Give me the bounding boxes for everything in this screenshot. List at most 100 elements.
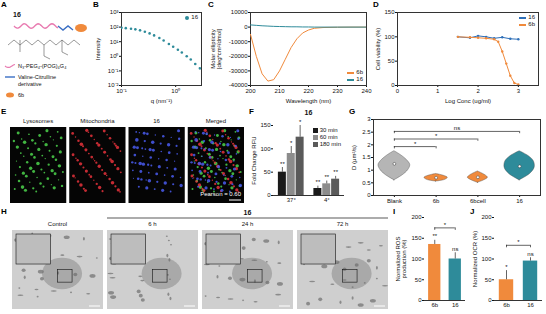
svg-text:50: 50 (388, 58, 395, 64)
svg-text:37°: 37° (287, 197, 297, 203)
svg-text:*: * (414, 141, 417, 147)
svg-text:-40000: -40000 (228, 82, 248, 89)
svg-text:200: 200 (245, 88, 256, 94)
svg-text:100: 100 (481, 256, 492, 262)
svg-text:100: 100 (260, 146, 271, 152)
svg-text:0: 0 (396, 88, 400, 94)
html-text:16: 16 (304, 109, 313, 116)
svg-text:Normalized OCR (%): Normalized OCR (%) (472, 231, 478, 287)
svg-text:10⁰: 10⁰ (110, 52, 119, 59)
svg-text:D (μm²/s): D (μm²/s) (351, 145, 357, 170)
svg-text:6b: 6b (503, 302, 510, 308)
svg-text:150: 150 (481, 235, 492, 241)
svg-text:10⁻²: 10⁻² (107, 82, 119, 89)
svg-text:*: * (290, 140, 293, 146)
svg-text:3: 3 (367, 116, 371, 122)
svg-text:-10000: -10000 (229, 39, 248, 45)
svg-text:100: 100 (384, 34, 395, 40)
svg-text:10000: 10000 (231, 9, 248, 15)
svg-text:derivative: derivative (18, 81, 42, 87)
svg-text:50: 50 (415, 277, 422, 283)
svg-text:ns: ns (452, 246, 458, 252)
svg-text:Normalized ROSproduction (%): Normalized ROSproduction (%) (395, 236, 407, 281)
svg-text:16: 16 (527, 302, 534, 308)
svg-text:N₃-PEG₄-(POG)₄G₄: N₃-PEG₄-(POG)₄G₄ (18, 63, 67, 69)
svg-text:6b: 6b (431, 302, 438, 308)
svg-text:Mitochondria: Mitochondria (80, 118, 115, 124)
svg-text:Pearson = 0.60: Pearson = 0.60 (200, 191, 242, 197)
svg-text:2: 2 (476, 88, 480, 94)
svg-text:0: 0 (367, 192, 371, 198)
svg-text:16: 16 (516, 198, 523, 204)
svg-text:Blank: Blank (387, 198, 403, 204)
svg-text:10²: 10² (110, 24, 119, 30)
svg-text:**: ** (432, 233, 437, 239)
svg-text:*: * (505, 264, 508, 270)
svg-text:Cell viability (%): Cell viability (%) (375, 28, 381, 71)
svg-text:0: 0 (488, 297, 492, 303)
svg-text:Control: Control (48, 221, 67, 227)
svg-text:0: 0 (244, 24, 248, 30)
svg-text:Wavelength (nm): Wavelength (nm) (286, 98, 331, 104)
svg-text:Valine-Citrulline: Valine-Citrulline (18, 74, 56, 80)
svg-text:200: 200 (481, 214, 492, 220)
svg-text:150: 150 (384, 9, 395, 15)
svg-text:*: * (299, 119, 302, 125)
svg-text:*: * (444, 222, 447, 228)
svg-text:10³: 10³ (110, 9, 119, 15)
svg-text:4°: 4° (324, 197, 330, 203)
svg-text:1: 1 (436, 88, 440, 94)
svg-text:72 h: 72 h (337, 221, 349, 227)
svg-text:6b: 6b (18, 92, 24, 98)
svg-text:q (nm⁻¹): q (nm⁻¹) (151, 98, 172, 104)
svg-text:Log Conc (ug/ml): Log Conc (ug/ml) (445, 98, 491, 104)
svg-text:**: ** (333, 169, 338, 175)
svg-text:6 h: 6 h (148, 221, 156, 227)
svg-text:210: 210 (274, 88, 285, 94)
svg-text:0: 0 (391, 82, 395, 88)
svg-text:1.5: 1.5 (362, 154, 371, 160)
svg-text:16: 16 (13, 11, 21, 18)
svg-text:Molar ellipticity[deg*cm²/dmol: Molar ellipticity[deg*cm²/dmol] (210, 28, 222, 69)
svg-text:150: 150 (411, 235, 422, 241)
svg-text:Intensity: Intensity (95, 38, 101, 60)
svg-text:Merged: Merged (206, 118, 226, 124)
svg-text:0: 0 (418, 297, 422, 303)
svg-text:2: 2 (367, 142, 371, 148)
svg-text:6bcell: 6bcell (470, 198, 486, 204)
svg-text:200: 200 (411, 214, 422, 220)
svg-text:3: 3 (517, 88, 521, 94)
svg-text:0.5: 0.5 (362, 180, 371, 186)
svg-text:2.5: 2.5 (362, 129, 371, 135)
svg-text:50: 50 (485, 277, 492, 283)
svg-text:100: 100 (411, 256, 422, 262)
svg-text:**: ** (324, 174, 329, 180)
svg-text:-20000: -20000 (229, 53, 248, 59)
svg-text:ns: ns (454, 125, 460, 131)
svg-text:1: 1 (367, 167, 371, 173)
svg-text:10⁻¹: 10⁻¹ (116, 88, 127, 94)
svg-text:240: 240 (361, 88, 372, 94)
svg-text:16: 16 (452, 302, 459, 308)
svg-text:Lysosomes: Lysosomes (23, 118, 53, 124)
svg-text:150: 150 (260, 122, 271, 128)
svg-text:Fold Change RFU: Fold Change RFU (251, 136, 257, 184)
svg-text:0: 0 (267, 192, 271, 198)
svg-text:16: 16 (153, 118, 160, 124)
svg-text:10⁰: 10⁰ (171, 87, 180, 94)
svg-text:*: * (517, 239, 520, 245)
svg-text:ns: ns (527, 251, 533, 257)
svg-text:**: ** (280, 161, 285, 167)
svg-text:24 h: 24 h (242, 221, 254, 227)
svg-text:**: ** (316, 179, 321, 185)
svg-text:50: 50 (264, 169, 271, 175)
svg-text:230: 230 (332, 88, 343, 94)
svg-text:6b: 6b (433, 198, 440, 204)
svg-text:*: * (435, 133, 438, 139)
svg-text:220: 220 (303, 88, 314, 94)
svg-text:16: 16 (244, 209, 252, 216)
svg-text:-30000: -30000 (229, 68, 248, 74)
svg-text:10⁻¹: 10⁻¹ (108, 68, 119, 74)
html-text:G: G (349, 107, 356, 116)
svg-text:10¹: 10¹ (110, 39, 119, 45)
